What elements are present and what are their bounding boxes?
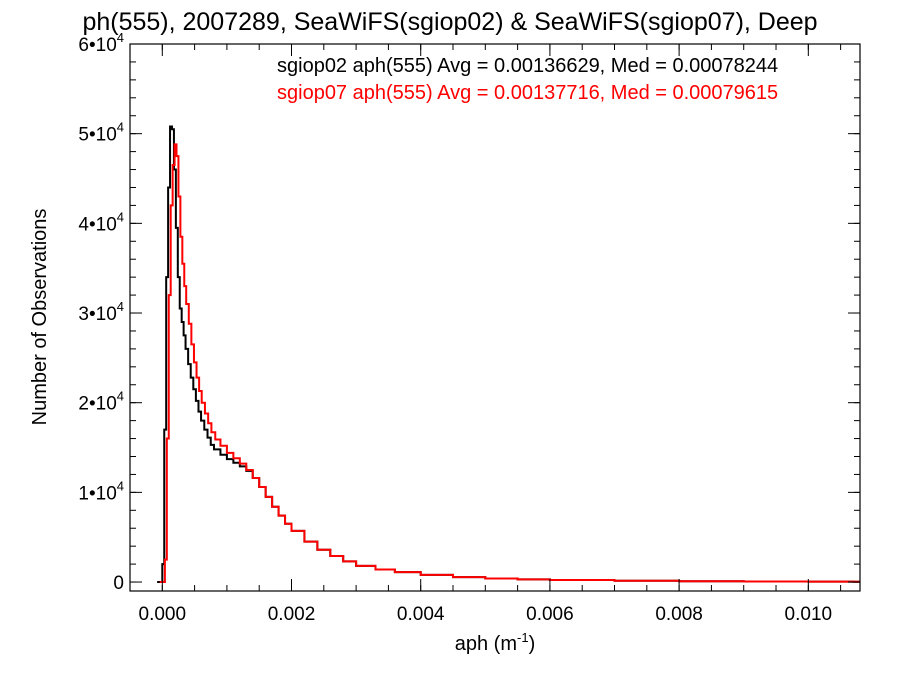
legend-entry-sgiop07: sgiop07 aph(555) Avg = 0.00137716, Med =…: [277, 82, 778, 104]
x-axis-label-exponent: -1: [517, 630, 529, 645]
y-tick-label: 4•104: [78, 209, 124, 235]
x-tick-label: 0.006: [526, 604, 574, 625]
axis-ticks: [129, 43, 860, 591]
y-axis-label: Number of Observations: [29, 209, 51, 426]
x-tick-label: 0.002: [268, 604, 316, 625]
y-tick-labels: 0 1•104 2•104 3•104 4•104 5•104 6•104: [78, 30, 124, 594]
x-tick-label: 0.008: [655, 604, 703, 625]
chart-title: ph(555), 2007289, SeaWiFS(sgiop02) & Sea…: [82, 8, 817, 36]
series-line-1: [159, 143, 860, 584]
series-line-0: [157, 125, 860, 584]
y-tick-label: 2•104: [78, 389, 124, 415]
x-tick-label: 0.010: [785, 604, 833, 625]
x-tick-label: 0.004: [397, 604, 445, 625]
y-tick-label: 3•104: [78, 299, 124, 325]
x-axis-label-tail: ): [529, 633, 536, 655]
legend-entry-sgiop02: sgiop02 aph(555) Avg = 0.00136629, Med =…: [277, 55, 778, 77]
y-tick-label: 6•104: [78, 30, 124, 56]
y-tick-label: 1•104: [78, 478, 124, 504]
x-axis-label-base: aph (m: [455, 633, 517, 655]
y-tick-label: 5•104: [78, 120, 124, 146]
y-tick-label: 0: [113, 573, 124, 594]
plot-frame: [129, 43, 861, 592]
x-tick-label: 0.000: [139, 604, 187, 625]
x-tick-labels: 0.000 0.002 0.004 0.006 0.008 0.010: [139, 604, 833, 625]
x-axis-label: aph (m-1): [455, 630, 535, 655]
